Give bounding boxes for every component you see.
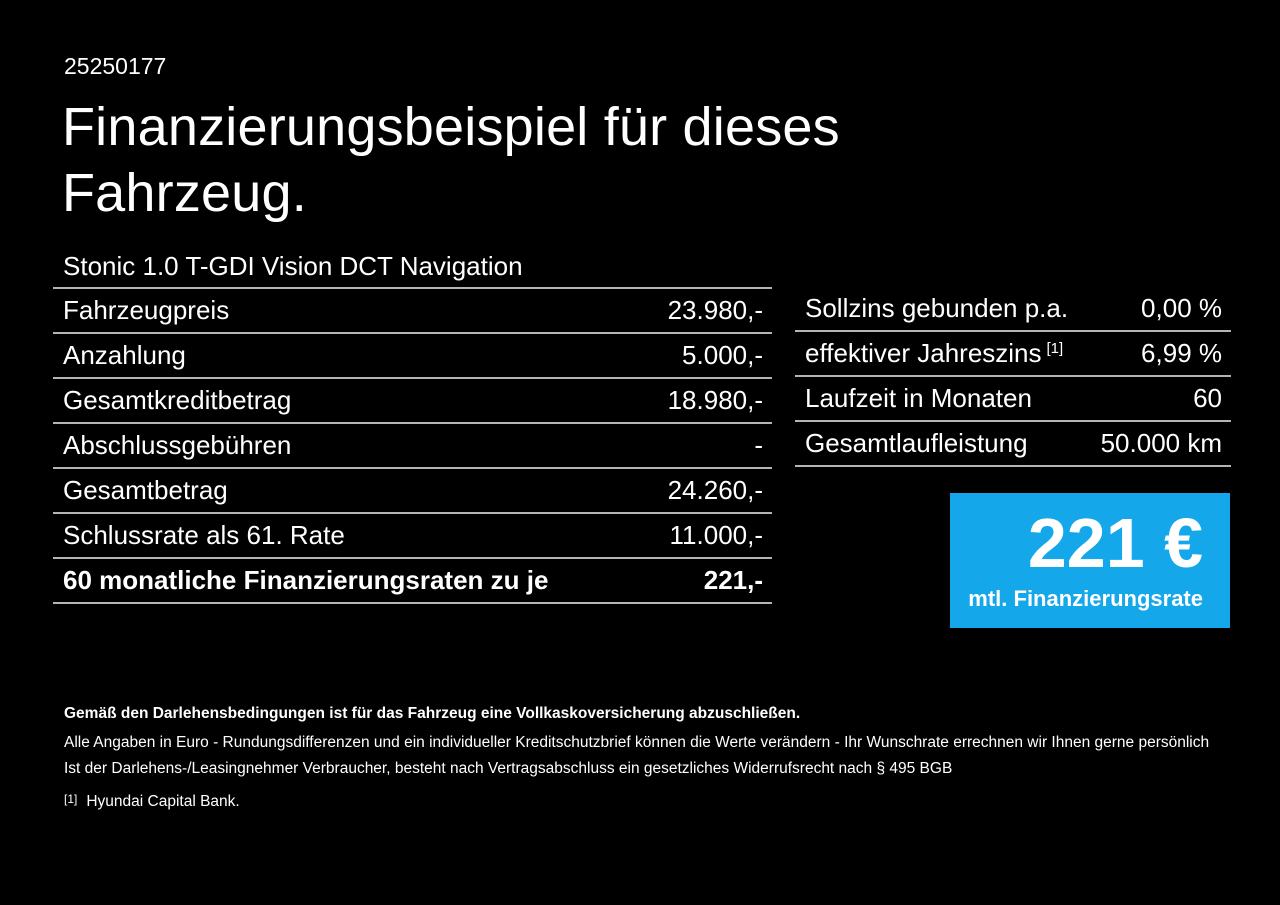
finance-row-label: 60 monatliche Finanzierungsraten zu je: [63, 565, 549, 595]
finance-row-label: Fahrzeugpreis: [63, 295, 230, 325]
monthly-rate-caption: mtl. Finanzierungsrate: [968, 586, 1203, 611]
condition-row-value: 60: [1193, 383, 1222, 413]
condition-row-label: effektiver Jahreszins [1]: [805, 338, 1064, 368]
condition-row-effective-interest: effektiver Jahreszins [1] 6,99 %: [795, 332, 1231, 377]
condition-row-label: Gesamtlaufleistung: [805, 428, 1028, 458]
finance-row-closing-fees: Abschlussgebühren -: [53, 424, 772, 469]
finance-row-total-amount: Gesamtbetrag 24.260,-: [53, 469, 772, 514]
insurance-note: Gemäß den Darlehensbedingungen ist für d…: [64, 705, 801, 722]
condition-row-total-mileage: Gesamtlaufleistung 50.000 km: [795, 422, 1231, 467]
condition-row-value: 50.000 km: [1100, 428, 1222, 458]
finance-row-value: 5.000,-: [682, 340, 763, 370]
finance-row-label: Gesamtbetrag: [63, 475, 228, 505]
footnote-marker: [1]: [64, 792, 78, 806]
finance-row-label: Anzahlung: [63, 340, 186, 370]
condition-row-value: 6,99 %: [1141, 338, 1222, 368]
conditions-table: Sollzins gebunden p.a. 0,00 % effektiver…: [795, 287, 1231, 467]
footnote: [1] Hyundai Capital Bank.: [64, 792, 1234, 812]
condition-row-nominal-interest: Sollzins gebunden p.a. 0,00 %: [795, 287, 1231, 332]
finance-row-label: Gesamtkreditbetrag: [63, 385, 292, 415]
condition-footnote-marker: [1]: [1046, 340, 1064, 357]
finance-row-vehicle-price: Fahrzeugpreis 23.980,-: [53, 289, 772, 334]
finance-row-value: 221,-: [703, 565, 763, 595]
footer: Gemäß den Darlehensbedingungen ist für d…: [64, 704, 1234, 812]
condition-row-label: Laufzeit in Monaten: [805, 383, 1032, 413]
finance-row-down-payment: Anzahlung 5.000,-: [53, 334, 772, 379]
page-title-line-2: Fahrzeug.: [62, 163, 307, 223]
finance-row-monthly-installments: 60 monatliche Finanzierungsraten zu je 2…: [53, 559, 772, 604]
finance-row-value: 11.000,-: [669, 520, 763, 550]
monthly-rate-box: 221 € mtl. Finanzierungsrate: [950, 493, 1230, 628]
condition-row-value: 0,00 %: [1141, 293, 1222, 323]
finance-row-value: -: [754, 430, 763, 460]
finance-row-value: 23.980,-: [667, 295, 763, 325]
finance-row-value: 24.260,-: [667, 475, 763, 505]
vehicle-model: Stonic 1.0 T-GDI Vision DCT Navigation: [53, 245, 772, 289]
finance-row-value: 18.980,-: [667, 385, 763, 415]
condition-row-term-months: Laufzeit in Monaten 60: [795, 377, 1231, 422]
footnote-text: Hyundai Capital Bank.: [86, 793, 240, 810]
finance-row-final-installment: Schlussrate als 61. Rate 11.000,-: [53, 514, 772, 559]
condition-row-label: Sollzins gebunden p.a.: [805, 293, 1069, 323]
monthly-rate-amount: 221 €: [1027, 504, 1203, 582]
finance-table: Stonic 1.0 T-GDI Vision DCT Navigation F…: [53, 245, 772, 604]
finance-row-label: Schlussrate als 61. Rate: [63, 520, 345, 550]
page-title-line-1: Finanzierungsbeispiel für dieses: [62, 97, 840, 157]
disclaimer-line-1: Alle Angaben in Euro - Rundungsdifferenz…: [64, 734, 1210, 751]
page-title: Finanzierungsbeispiel für dieses Fahrzeu…: [62, 94, 840, 226]
finance-row-label: Abschlussgebühren: [63, 430, 292, 460]
vehicle-id: 25250177: [64, 53, 167, 79]
finance-row-total-credit: Gesamtkreditbetrag 18.980,-: [53, 379, 772, 424]
disclaimer-line-2: Ist der Darlehens-/Leasingnehmer Verbrau…: [64, 760, 953, 777]
